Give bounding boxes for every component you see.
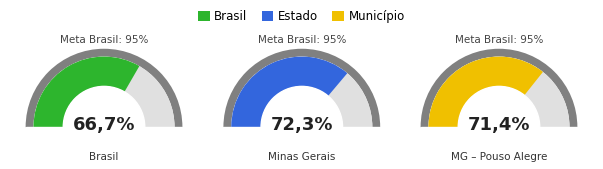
Wedge shape bbox=[25, 49, 183, 127]
Text: Minas Gerais: Minas Gerais bbox=[268, 152, 335, 162]
Bar bbox=[421, 127, 577, 168]
Wedge shape bbox=[33, 57, 175, 127]
Legend: Brasil, Estado, Município: Brasil, Estado, Município bbox=[198, 10, 405, 23]
Text: 71,4%: 71,4% bbox=[468, 116, 530, 134]
Text: Meta Brasil: 95%: Meta Brasil: 95% bbox=[455, 35, 543, 45]
Wedge shape bbox=[421, 49, 578, 127]
Wedge shape bbox=[33, 57, 139, 127]
Wedge shape bbox=[428, 57, 569, 127]
Bar bbox=[25, 127, 183, 168]
Text: 66,7%: 66,7% bbox=[73, 116, 135, 134]
Text: Meta Brasil: 95%: Meta Brasil: 95% bbox=[257, 35, 346, 45]
Circle shape bbox=[458, 86, 540, 168]
Wedge shape bbox=[232, 57, 373, 127]
Wedge shape bbox=[224, 49, 380, 127]
Wedge shape bbox=[232, 57, 347, 127]
Text: Brasil: Brasil bbox=[89, 152, 119, 162]
Circle shape bbox=[261, 86, 343, 168]
Wedge shape bbox=[428, 57, 543, 127]
Text: MG – Pouso Alegre: MG – Pouso Alegre bbox=[451, 152, 547, 162]
Text: 72,3%: 72,3% bbox=[271, 116, 333, 134]
Circle shape bbox=[63, 86, 145, 168]
Bar bbox=[224, 127, 380, 168]
Text: Meta Brasil: 95%: Meta Brasil: 95% bbox=[60, 35, 148, 45]
